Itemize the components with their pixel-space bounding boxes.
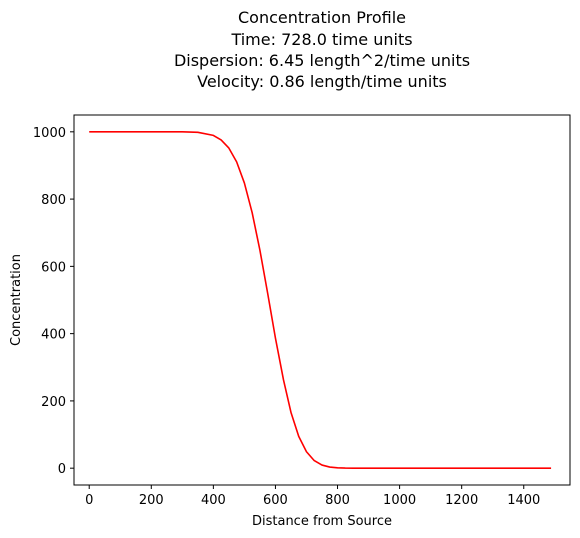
title-line-2: Time: 728.0 time units bbox=[230, 30, 412, 49]
x-tick-label: 1200 bbox=[445, 493, 478, 508]
plot-frame bbox=[73, 114, 571, 486]
y-tick-label: 1000 bbox=[33, 126, 66, 141]
y-tick-label: 600 bbox=[41, 260, 66, 275]
y-tick-label: 0 bbox=[58, 462, 66, 477]
x-tick-label: 800 bbox=[325, 493, 350, 508]
chart-title: Concentration Profile Time: 728.0 time u… bbox=[174, 8, 470, 91]
y-axis: 0 200 400 600 800 1000 bbox=[33, 126, 74, 477]
plot-area bbox=[89, 131, 552, 469]
concentration-line bbox=[89, 131, 552, 469]
x-tick-label: 400 bbox=[201, 493, 226, 508]
x-tick-label: 1400 bbox=[507, 493, 540, 508]
y-tick-label: 200 bbox=[41, 395, 66, 410]
x-axis: 0 200 400 600 800 1000 1200 1400 bbox=[85, 485, 540, 508]
y-axis-label: Concentration bbox=[9, 254, 24, 346]
y-tick-label: 400 bbox=[41, 328, 66, 343]
x-tick-label: 200 bbox=[139, 493, 164, 508]
x-tick-label: 0 bbox=[85, 493, 93, 508]
title-line-1: Concentration Profile bbox=[238, 8, 406, 27]
y-tick-label: 800 bbox=[41, 193, 66, 208]
x-tick-label: 600 bbox=[263, 493, 288, 508]
x-axis-label: Distance from Source bbox=[252, 514, 392, 529]
x-tick-label: 1000 bbox=[383, 493, 416, 508]
title-line-3: Dispersion: 6.45 length^2/time units bbox=[174, 51, 470, 70]
title-line-4: Velocity: 0.86 length/time units bbox=[197, 72, 447, 91]
